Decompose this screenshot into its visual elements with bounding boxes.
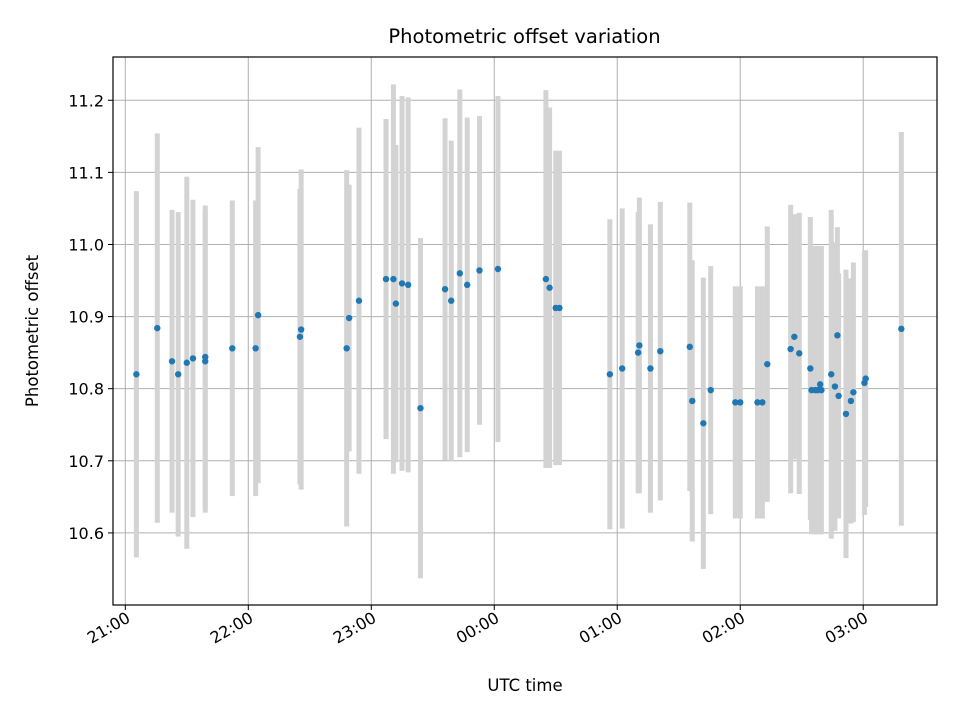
data-point: [476, 267, 482, 273]
data-point: [647, 365, 653, 371]
data-point: [417, 405, 423, 411]
chart-title: Photometric offset variation: [388, 25, 660, 48]
data-point: [399, 280, 405, 286]
data-point: [635, 349, 641, 355]
data-point: [834, 332, 840, 338]
data-point: [636, 342, 642, 348]
data-point: [657, 348, 663, 354]
data-point: [835, 393, 841, 399]
data-point: [543, 276, 549, 282]
data-point: [346, 315, 352, 321]
data-point: [393, 300, 399, 306]
data-point: [607, 371, 613, 377]
data-point: [708, 387, 714, 393]
data-point: [495, 266, 501, 272]
y-tick-label: 11.2: [68, 91, 104, 110]
y-tick-label: 10.6: [68, 524, 104, 543]
data-point: [818, 387, 824, 393]
data-point: [556, 305, 562, 311]
y-tick-label: 10.8: [68, 380, 104, 399]
data-point: [202, 354, 208, 360]
data-point: [298, 326, 304, 332]
data-point: [848, 398, 854, 404]
data-point: [252, 345, 258, 351]
data-point: [390, 276, 396, 282]
data-point: [828, 371, 834, 377]
data-point: [817, 381, 823, 387]
y-tick-label: 10.9: [68, 308, 104, 327]
data-point: [832, 383, 838, 389]
data-point: [850, 389, 856, 395]
data-point: [442, 286, 448, 292]
y-tick-label: 10.7: [68, 452, 104, 471]
data-point: [184, 360, 190, 366]
data-point: [791, 334, 797, 340]
data-point: [190, 355, 196, 361]
data-point: [807, 365, 813, 371]
data-point: [133, 371, 139, 377]
data-point: [843, 411, 849, 417]
data-point: [796, 350, 802, 356]
data-point: [700, 420, 706, 426]
chart-figure: Photometric offset variation 21:0022:002…: [0, 0, 960, 720]
data-point: [862, 375, 868, 381]
data-point: [448, 298, 454, 304]
data-point: [154, 325, 160, 331]
data-point: [343, 345, 349, 351]
x-axis-label: UTC time: [487, 676, 562, 695]
data-point: [255, 312, 261, 318]
data-point: [405, 282, 411, 288]
data-point: [737, 399, 743, 405]
data-point: [764, 361, 770, 367]
data-point: [457, 270, 463, 276]
data-point: [464, 282, 470, 288]
y-tick-label: 11.1: [68, 163, 104, 182]
data-point: [175, 371, 181, 377]
y-axis-label: Photometric offset: [23, 254, 42, 407]
data-point: [898, 326, 904, 332]
y-tick-label: 11.0: [68, 235, 104, 254]
data-point: [619, 365, 625, 371]
data-point: [787, 346, 793, 352]
data-point: [759, 399, 765, 405]
data-point: [383, 276, 389, 282]
data-point: [546, 285, 552, 291]
data-point: [687, 344, 693, 350]
data-point: [356, 298, 362, 304]
data-point: [229, 345, 235, 351]
data-point: [297, 334, 303, 340]
data-point: [169, 358, 175, 364]
data-point: [689, 398, 695, 404]
